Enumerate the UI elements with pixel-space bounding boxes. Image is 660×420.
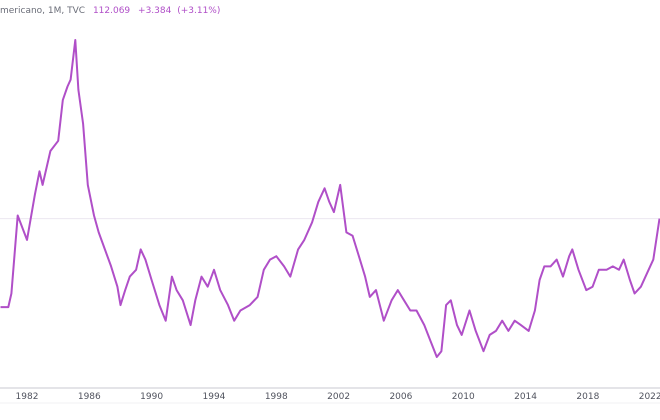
x-tick-label: 1994 (203, 392, 226, 402)
series-line-dxy (0, 39, 660, 358)
x-tick-label: 1990 (140, 392, 163, 402)
x-tick-label: 2022 (639, 392, 660, 402)
change-value: +3.384 (138, 6, 172, 16)
symbol-title: mericano, 1M, TVC (0, 6, 86, 16)
x-tick-label: 1998 (265, 392, 288, 402)
last-value: 112.069 (92, 6, 131, 16)
x-tick-label: 2010 (452, 392, 475, 402)
x-tick-label: 2018 (576, 392, 599, 402)
x-tick-label: 2014 (514, 392, 537, 402)
x-tick-label: 2002 (327, 392, 350, 402)
x-tick-label: 1982 (16, 392, 39, 402)
x-tick-label: 1986 (78, 392, 101, 402)
chart-legend: mericano, 1M, TVC 112.069 +3.384 (+3.11%… (0, 6, 220, 16)
change-percent: (+3.11%) (177, 6, 221, 16)
x-tick-label: 2006 (389, 392, 412, 402)
